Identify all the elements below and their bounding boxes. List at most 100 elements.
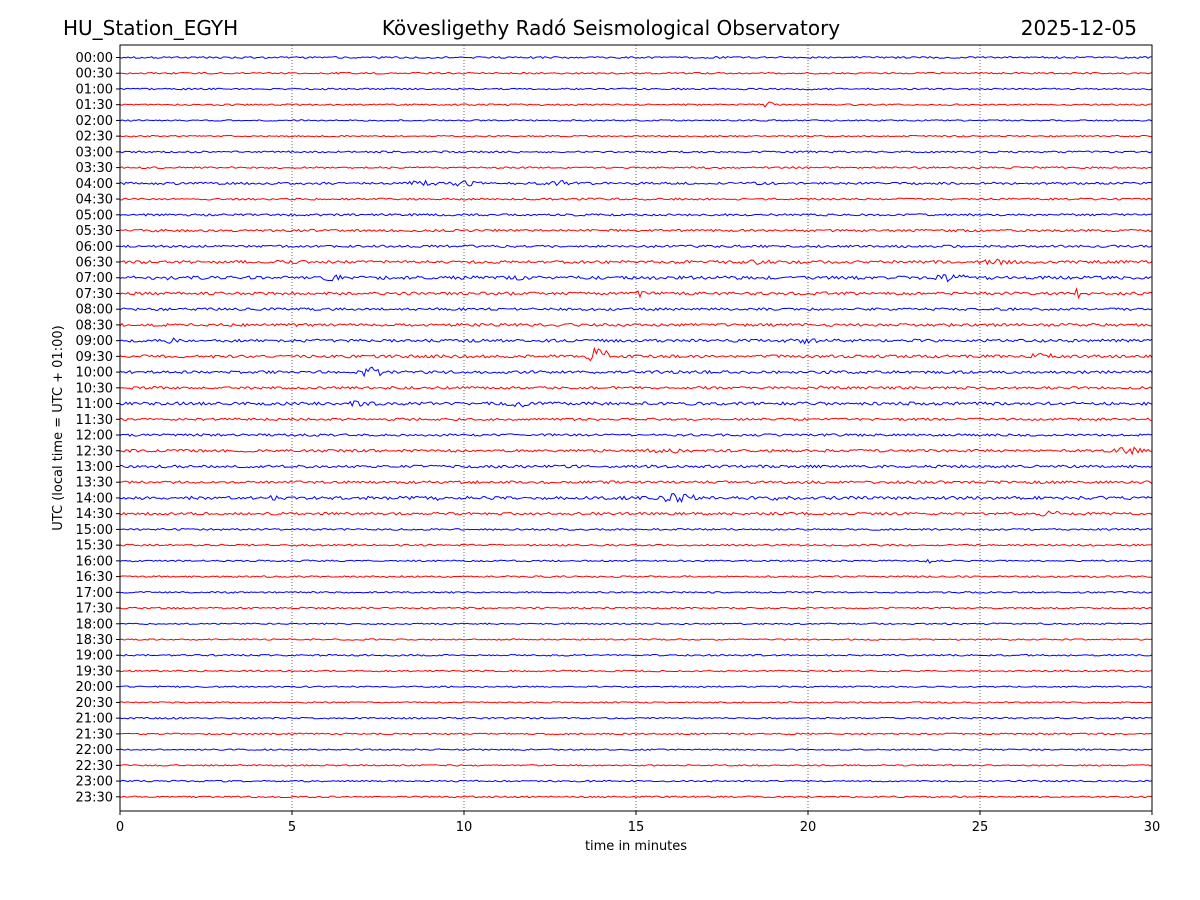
x-tick-label: 20 (800, 820, 817, 835)
y-tick-label: 16:00 (76, 554, 113, 569)
y-tick-label: 18:00 (76, 617, 113, 632)
trace-10:00 (119, 366, 1153, 378)
x-tick-label: 0 (116, 820, 124, 835)
trace-17:00 (119, 590, 1153, 594)
y-tick-label: 22:00 (76, 743, 113, 758)
trace-13:30 (119, 480, 1153, 485)
y-tick-label: 19:00 (76, 649, 113, 664)
trace-06:30 (119, 258, 1153, 266)
trace-10:30 (119, 385, 1153, 390)
y-tick-label: 04:30 (76, 193, 113, 208)
x-tick-label: 15 (628, 820, 645, 835)
trace-04:30 (119, 197, 1153, 201)
trace-07:00 (119, 274, 1153, 283)
trace-23:00 (119, 779, 1153, 783)
trace-00:00 (119, 55, 1153, 60)
trace-18:00 (119, 622, 1153, 626)
trace-01:30 (119, 101, 1153, 108)
y-tick-label: 01:30 (76, 98, 113, 113)
trace-11:00 (119, 400, 1153, 408)
y-tick-label: 09:30 (76, 350, 113, 365)
y-axis-label: UTC (local time = UTC + 01:00) (51, 325, 66, 530)
y-tick-label: 20:00 (76, 680, 113, 695)
trace-22:00 (119, 748, 1153, 751)
observatory-title: Kövesligethy Radó Seismological Observat… (381, 16, 841, 40)
y-tick-label: 03:00 (76, 145, 113, 160)
trace-05:00 (119, 213, 1153, 217)
y-tick-label: 04:00 (76, 177, 113, 192)
trace-08:00 (119, 307, 1153, 312)
y-tick-label: 11:00 (76, 397, 113, 412)
x-axis-ticks: 0 5 10 15 20 25 30 (116, 811, 1160, 835)
y-tick-label: 06:30 (76, 255, 113, 270)
y-tick-label: 21:30 (76, 727, 113, 742)
x-tick-label: 10 (456, 820, 473, 835)
trace-22:30 (119, 764, 1153, 767)
y-tick-label: 05:30 (76, 224, 113, 239)
x-tick-label: 5 (288, 820, 296, 835)
trace-19:30 (119, 669, 1153, 673)
x-axis-label: time in minutes (585, 839, 687, 854)
station-name: HU_Station_EGYH (63, 16, 239, 40)
trace-17:30 (119, 606, 1153, 610)
trace-18:30 (119, 638, 1153, 641)
chart-date: 2025-12-05 (1020, 16, 1137, 40)
y-tick-label: 00:30 (76, 67, 113, 82)
trace-02:30 (119, 134, 1153, 138)
y-tick-label: 01:00 (76, 82, 113, 97)
trace-12:00 (119, 433, 1153, 437)
y-tick-label: 07:30 (76, 287, 113, 302)
y-tick-label: 13:00 (76, 460, 113, 475)
y-tick-label: 14:30 (76, 507, 113, 522)
y-tick-label: 22:30 (76, 759, 113, 774)
trace-21:00 (119, 716, 1153, 720)
trace-01:00 (119, 87, 1153, 91)
trace-05:30 (119, 228, 1153, 233)
y-tick-label: 13:30 (76, 476, 113, 491)
y-tick-label: 09:00 (76, 334, 113, 349)
trace-15:00 (119, 527, 1153, 531)
trace-19:00 (119, 653, 1153, 657)
y-tick-label: 10:00 (76, 366, 113, 381)
trace-03:00 (119, 150, 1153, 154)
y-tick-label: 03:30 (76, 161, 113, 176)
trace-12:30 (119, 446, 1153, 456)
y-tick-label: 00:00 (76, 51, 113, 66)
trace-11:30 (119, 417, 1153, 422)
y-tick-label: 17:30 (76, 602, 113, 617)
trace-04:00 (119, 179, 1153, 187)
y-tick-label: 23:00 (76, 775, 113, 790)
y-tick-label: 07:00 (76, 271, 113, 286)
y-tick-label: 16:30 (76, 570, 113, 585)
trace-16:00 (119, 558, 1153, 564)
y-tick-label: 08:30 (76, 318, 113, 333)
trace-16:30 (119, 575, 1153, 578)
y-tick-label: 17:00 (76, 586, 113, 601)
y-tick-label: 10:30 (76, 381, 113, 396)
y-tick-label: 18:30 (76, 633, 113, 648)
trace-23:30 (119, 795, 1153, 799)
seismogram-traces (119, 55, 1153, 799)
y-tick-label: 14:00 (76, 491, 113, 506)
trace-13:00 (119, 464, 1153, 469)
trace-00:30 (119, 71, 1153, 75)
y-tick-label: 12:00 (76, 429, 113, 444)
trace-15:30 (119, 543, 1153, 547)
y-tick-label: 12:30 (76, 444, 113, 459)
trace-21:30 (119, 732, 1153, 736)
vertical-gridlines (291, 45, 981, 811)
y-tick-label: 21:00 (76, 712, 113, 727)
y-tick-label: 11:30 (76, 413, 113, 428)
x-tick-label: 30 (1144, 820, 1161, 835)
trace-20:30 (119, 701, 1153, 704)
trace-07:30 (119, 286, 1153, 300)
y-tick-label: 08:00 (76, 303, 113, 318)
y-tick-label: 02:00 (76, 114, 113, 129)
y-tick-label: 15:30 (76, 539, 113, 554)
y-tick-label: 20:30 (76, 696, 113, 711)
trace-09:30 (119, 346, 1153, 362)
y-tick-label: 06:00 (76, 240, 113, 255)
y-axis-ticks: 00:0000:3001:0001:3002:0002:3003:0003:30… (76, 51, 120, 805)
y-tick-label: 15:00 (76, 523, 113, 538)
